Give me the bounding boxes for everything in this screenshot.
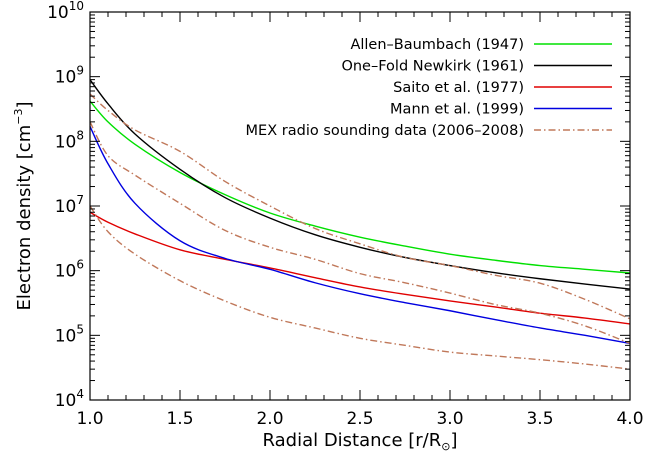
series-line-2 <box>89 79 631 290</box>
legend-label: Mann et al. (1999) <box>390 102 524 118</box>
legend-label: One–Fold Newkirk (1961) <box>341 59 524 75</box>
y-tick-base: 10 <box>55 262 77 282</box>
y-axis-label-exp: −3 <box>12 109 25 125</box>
x-axis-label: Radial Distance [r/R⊙] <box>263 430 458 453</box>
y-tick-exp: 10 <box>69 0 84 13</box>
series-line-1 <box>89 100 631 274</box>
legend-label: Saito et al. (1977) <box>393 80 524 96</box>
x-tick-label: 2.0 <box>256 409 283 429</box>
y-tick-exp: 4 <box>76 387 84 401</box>
series-line-4 <box>89 126 631 345</box>
y-tick-exp: 6 <box>76 258 84 272</box>
x-axis-label-close: ] <box>450 430 457 451</box>
y-tick-label: 1010 <box>47 0 84 23</box>
y-tick-exp: 7 <box>76 193 84 207</box>
y-axis-label-close: ] <box>14 102 35 109</box>
x-axis-label-symbol: ⊙ <box>441 440 450 453</box>
y-tick-base: 10 <box>55 391 77 411</box>
y-tick-exp: 5 <box>76 322 84 336</box>
y-tick-exp: 9 <box>76 64 84 78</box>
legend-label: Allen–Baumbach (1947) <box>350 37 524 53</box>
y-tick-label: 108 <box>55 128 84 152</box>
series-line-7 <box>89 205 631 370</box>
plot-lines <box>89 79 631 370</box>
y-tick-label: 106 <box>55 258 84 282</box>
y-axis-label: Electron density [cm−3] <box>12 102 35 311</box>
y-tick-base: 10 <box>55 68 77 88</box>
y-tick-label: 107 <box>55 193 84 217</box>
y-tick-exp: 8 <box>76 128 84 142</box>
x-tick-label: 2.5 <box>346 409 373 429</box>
series-line-5 <box>89 93 631 320</box>
y-tick-label: 105 <box>55 322 84 346</box>
x-tick-labels: 1.0 1.5 2.0 2.5 3.0 3.5 4.0 <box>76 409 643 429</box>
x-tick-label: 3.0 <box>436 409 463 429</box>
legend: Allen–Baumbach (1947) One–Fold Newkirk (1… <box>246 37 612 139</box>
legend-label: MEX radio sounding data (2006–2008) <box>246 123 524 139</box>
y-tick-base: 10 <box>55 197 77 217</box>
y-tick-label: 104 <box>55 387 84 411</box>
y-tick-base: 10 <box>47 3 69 23</box>
axis-ticks <box>89 11 631 401</box>
x-tick-label: 4.0 <box>616 409 643 429</box>
y-tick-label: 109 <box>55 64 84 88</box>
x-tick-label: 1.5 <box>166 409 193 429</box>
series-line-6 <box>89 121 631 345</box>
x-axis-label-text: Radial Distance [r/R <box>263 430 442 451</box>
y-tick-base: 10 <box>55 326 77 346</box>
y-axis-label-text: Electron density [cm <box>14 125 35 311</box>
x-tick-label: 1.0 <box>76 409 103 429</box>
series-line-3 <box>89 211 631 325</box>
x-tick-label: 3.5 <box>526 409 553 429</box>
y-tick-base: 10 <box>55 132 77 152</box>
